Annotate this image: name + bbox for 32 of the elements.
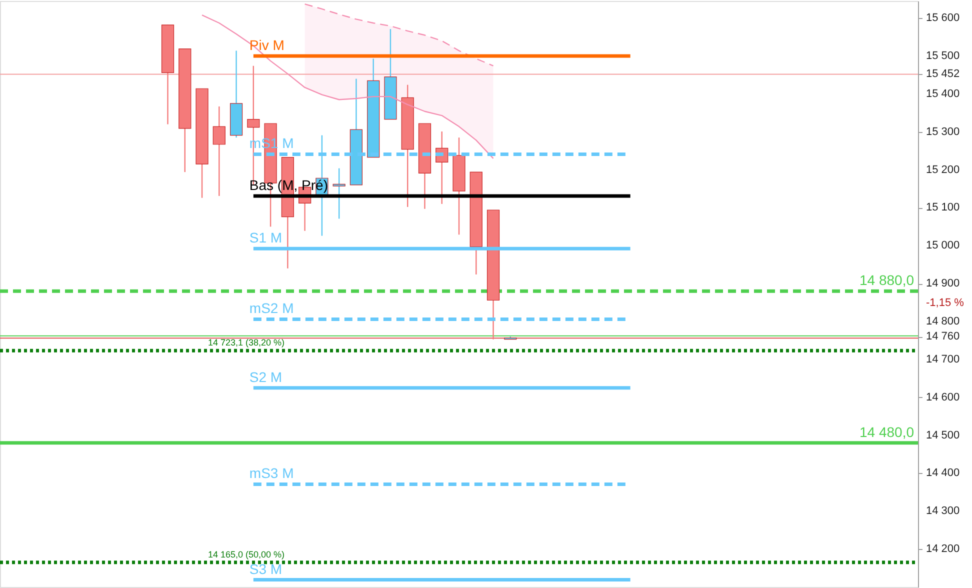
- y-tick-label: 14 800: [926, 316, 960, 328]
- y-tick-label: 14 900: [926, 278, 960, 290]
- series-label: Piv M: [249, 36, 284, 53]
- line-series: [304, 3, 494, 66]
- y-tick-label: 14 300: [926, 505, 960, 518]
- y-tick-label: 15 100: [926, 202, 960, 214]
- text: -1,15 %: [926, 297, 964, 310]
- series-label: mS3 M: [249, 465, 294, 482]
- ref-line-label: 14 165,0 (50,00 %): [208, 549, 285, 560]
- ref-line-label: 14 880,0: [860, 272, 914, 288]
- series-label: S2 M: [249, 368, 282, 385]
- y-tick-label: 15 600: [926, 12, 960, 24]
- series-label: S1 M: [249, 230, 282, 246]
- y-tick-label: 15 200: [926, 164, 960, 176]
- y-tick-label: 15 400: [926, 88, 960, 100]
- line-series: [201, 14, 494, 160]
- y-tick-label: 14 400: [926, 467, 960, 480]
- y-tick-label: 15 452: [926, 68, 960, 80]
- y-tick-label: 15 500: [926, 50, 960, 62]
- y-tick-label: 14 700: [926, 353, 960, 366]
- candlestick: [212, 106, 226, 197]
- candlestick: [332, 168, 346, 220]
- series-label: mS2 M: [249, 300, 294, 316]
- y-tick-label: 14 760: [926, 330, 960, 343]
- y-tick-label: 15 000: [926, 240, 960, 252]
- y-tick-label: 14 200: [926, 543, 960, 556]
- y-tick-label: 15 300: [926, 126, 960, 138]
- y-tick-label: 14 500: [926, 429, 960, 442]
- series-label: S3 M: [249, 560, 282, 577]
- ref-line-label: 14 723,1 (38,20 %): [208, 338, 285, 348]
- y-tick-label: 14 600: [926, 391, 960, 404]
- ref-line-label: 14 480,0: [860, 424, 914, 440]
